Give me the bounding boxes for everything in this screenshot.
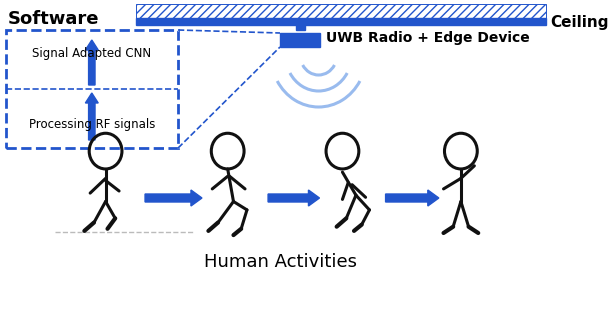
Bar [136,18,546,25]
Text: Processing RF signals: Processing RF signals [29,118,155,131]
Bar [296,25,305,30]
Text: Signal Adapted CNN: Signal Adapted CNN [32,47,151,60]
FancyArrow shape [85,40,98,85]
Bar [136,4,546,18]
Text: UWB Radio + Edge Device: UWB Radio + Edge Device [326,31,529,45]
Text: Ceiling: Ceiling [550,15,608,29]
FancyArrow shape [145,190,202,206]
FancyArrow shape [386,190,439,206]
FancyArrow shape [85,93,98,140]
Bar [280,33,320,47]
Text: Human Activities: Human Activities [204,253,356,271]
FancyBboxPatch shape [5,30,178,148]
FancyArrow shape [268,190,320,206]
Text: Software: Software [7,10,99,28]
